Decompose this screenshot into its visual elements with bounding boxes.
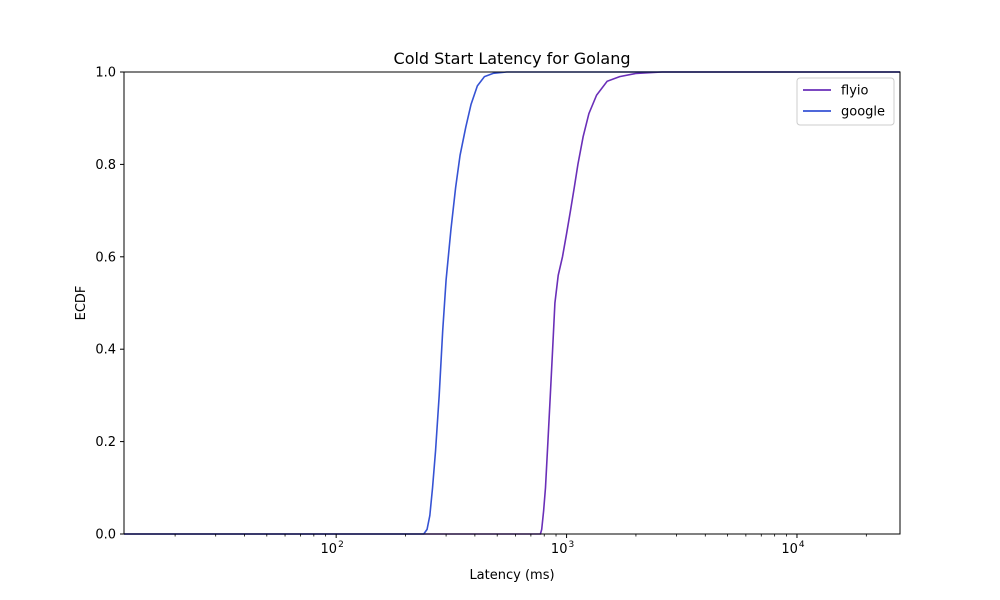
x-tick-label: 103 [551,540,574,557]
chart-title: Cold Start Latency for Golang [394,49,631,68]
y-axis: 0.0 0.2 0.4 0.6 0.8 1.0 [95,66,124,543]
x-axis: 102 103 104 [174,534,867,557]
x-tick-label: 104 [781,540,805,557]
series-layer [124,71,900,535]
y-tick-label: 0.0 [95,528,116,543]
legend-label-flyio: flyio [841,84,868,99]
plot-frame [123,71,901,535]
y-tick-label: 1.0 [95,66,116,81]
y-tick-label: 0.4 [95,343,116,358]
legend-label-google: google [841,105,885,120]
y-tick-label: 0.6 [95,250,116,265]
x-tick-label: 102 [321,540,344,557]
y-tick-label: 0.2 [95,435,116,450]
series-line-flyio [124,71,900,535]
legend: flyio google [796,77,895,126]
x-axis-label: Latency (ms) [469,568,554,583]
series-line-google [124,71,900,535]
y-tick-label: 0.8 [95,158,116,173]
y-axis-label: ECDF [74,286,89,321]
